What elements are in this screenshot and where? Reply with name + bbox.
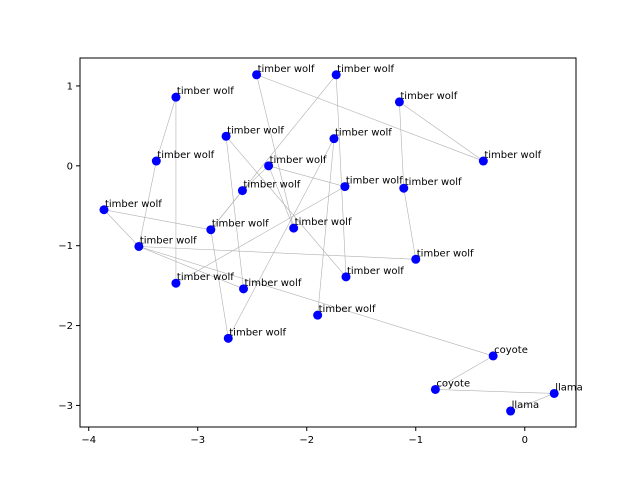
edge-line	[268, 165, 294, 229]
point-label: timber wolf	[245, 278, 302, 289]
data-point	[340, 182, 350, 192]
edge-line	[210, 190, 243, 230]
data-point	[506, 406, 516, 416]
data-point	[134, 241, 144, 251]
data-point	[264, 161, 274, 171]
edge-line	[225, 136, 347, 278]
point-label: timber wolf	[140, 235, 197, 246]
data-point	[171, 278, 181, 288]
x-tick-label: −2	[299, 435, 314, 446]
edge-line	[399, 101, 484, 162]
x-tick-label: 0	[522, 435, 528, 446]
data-point	[289, 223, 299, 233]
edge-line	[103, 209, 140, 247]
edge-line	[403, 188, 417, 260]
point-label: timber wolf	[405, 177, 462, 188]
point-label: timber wolf	[243, 180, 300, 191]
edge-line	[138, 246, 244, 290]
edge-line	[103, 209, 211, 231]
data-point	[223, 333, 233, 343]
labels-layer: timber wolf timber wolf timber wolf timber …	[105, 64, 583, 411]
data-point	[331, 70, 341, 80]
y-tick-label: −2	[58, 321, 73, 332]
point-label: timber wolf	[157, 150, 214, 161]
point-label: timber wolf	[105, 199, 162, 210]
data-point	[478, 156, 488, 166]
edge-line	[435, 355, 494, 390]
data-point	[411, 254, 421, 264]
edge-line	[138, 246, 416, 260]
data-point	[341, 272, 351, 282]
point-label: coyote	[436, 378, 470, 389]
point-label: llama	[512, 400, 540, 411]
y-tick-label: −1	[58, 241, 73, 252]
edge-line	[138, 160, 157, 247]
y-tick-label: 1	[67, 81, 73, 92]
points-layer	[99, 70, 559, 416]
data-point	[252, 70, 262, 80]
edge-line	[256, 74, 484, 162]
edge-line	[435, 389, 555, 394]
point-label: timber wolf	[417, 248, 474, 259]
x-tick-label: −4	[81, 435, 96, 446]
edges-layer	[103, 74, 555, 412]
point-label: llama	[555, 382, 583, 393]
edge-line	[227, 138, 335, 339]
x-tick-label: −3	[190, 435, 205, 446]
point-label: timber wolf	[177, 272, 234, 283]
data-point	[329, 134, 339, 144]
edge-line	[138, 246, 494, 357]
data-point	[239, 284, 249, 294]
point-label: timber wolf	[337, 64, 394, 75]
x-tick-label: −1	[408, 435, 423, 446]
x-axis: −4 −3 −2 −1 0	[81, 427, 528, 446]
data-point	[394, 97, 404, 107]
point-label: timber wolf	[347, 266, 404, 277]
data-point	[206, 225, 216, 235]
y-axis: −3 −2 −1 0 1	[58, 81, 80, 412]
edge-line	[242, 165, 269, 191]
point-label: timber wolf	[177, 86, 234, 97]
point-label: timber wolf	[295, 217, 352, 228]
point-label: timber wolf	[335, 128, 392, 139]
data-point	[237, 186, 247, 196]
edge-line	[175, 186, 346, 284]
data-point	[430, 384, 440, 394]
data-point	[151, 156, 161, 166]
edge-line	[256, 74, 294, 229]
axes-frame	[79, 57, 577, 428]
data-point	[171, 92, 181, 102]
point-label: timber wolf	[484, 150, 541, 161]
data-point	[221, 131, 231, 141]
data-point	[99, 205, 109, 215]
edge-line	[156, 97, 177, 162]
data-point	[399, 183, 409, 193]
edge-line	[317, 138, 335, 316]
data-point	[313, 310, 323, 320]
point-label: timber wolf	[258, 64, 315, 75]
y-tick-label: −3	[58, 401, 73, 412]
point-label: timber wolf	[400, 91, 457, 102]
edge-line	[335, 74, 347, 277]
y-tick-label: 0	[67, 161, 73, 172]
point-label: timber wolf	[227, 125, 284, 136]
point-label: timber wolf	[270, 155, 327, 166]
edge-line	[510, 393, 555, 412]
point-label: coyote	[494, 345, 528, 356]
data-point	[488, 351, 498, 361]
point-label: timber wolf	[212, 219, 269, 230]
point-label: timber wolf	[229, 327, 286, 338]
edge-line	[268, 165, 345, 187]
data-point	[549, 388, 559, 398]
edge-line	[399, 101, 405, 189]
edge-line	[225, 136, 244, 289]
point-label: timber wolf	[319, 304, 376, 315]
point-label: timber wolf	[346, 176, 403, 187]
edge-line	[210, 229, 229, 339]
